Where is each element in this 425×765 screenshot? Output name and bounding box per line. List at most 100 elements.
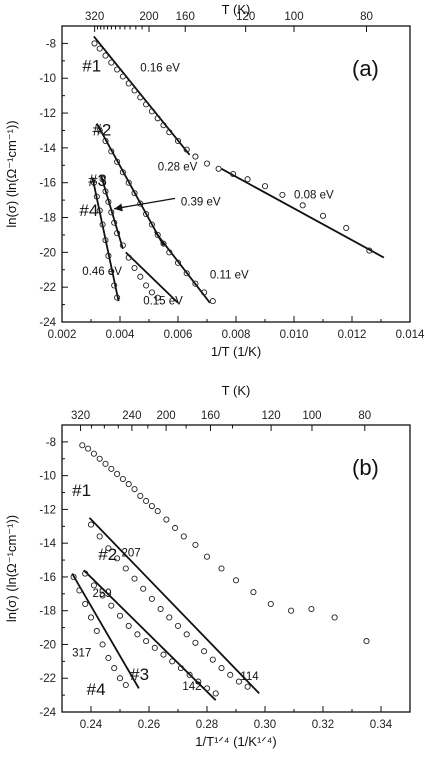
data-point: [111, 282, 118, 289]
data-point: [87, 521, 95, 528]
annotation-label: 0.28 eV: [158, 162, 198, 174]
data-point: [143, 638, 150, 645]
data-point: [154, 294, 161, 301]
data-point: [174, 137, 182, 144]
data-point: [235, 678, 242, 685]
data-point: [148, 595, 155, 602]
data-point: [90, 582, 97, 589]
data-point: [363, 638, 370, 645]
data-point: [250, 589, 257, 596]
data-point: [183, 270, 190, 277]
data-point: [116, 612, 124, 619]
top-tick-label: 100: [302, 410, 321, 422]
top-tick-label: 320: [85, 11, 104, 23]
data-point: [366, 247, 373, 254]
data-point: [99, 221, 106, 228]
data-point: [91, 40, 98, 47]
x-tick-label: 0.008: [222, 329, 251, 341]
y-tick-label: -14: [39, 143, 56, 155]
top-tick-label: 120: [236, 11, 255, 23]
data-point: [215, 165, 222, 172]
data-point: [163, 516, 170, 523]
data-point: [125, 622, 132, 629]
data-point: [108, 602, 115, 609]
data-point: [105, 198, 112, 205]
data-point: [82, 600, 89, 608]
data-point: [114, 230, 121, 237]
x-tick-label: 0.32: [312, 719, 334, 731]
x-axis-title: 1/T¹ᐟ⁴ (1/K¹ᐟ⁴): [195, 734, 276, 749]
series-3: [82, 570, 219, 697]
y-tick-label: -8: [46, 437, 56, 449]
y-tick-label: -24: [39, 317, 56, 329]
data-point: [105, 654, 112, 662]
data-point: [102, 137, 109, 144]
data-point: [154, 231, 161, 238]
data-point: [148, 289, 155, 296]
data-point: [93, 193, 100, 200]
data-point: [137, 273, 144, 280]
y-tick-label: -10: [39, 73, 56, 85]
data-point: [122, 565, 129, 572]
data-point: [180, 533, 187, 540]
y-axis-title: ln(σ) (ln(Ω⁻¹cm⁻¹)): [4, 120, 19, 227]
data-point: [70, 573, 77, 580]
data-point: [111, 219, 118, 226]
data-point: [105, 252, 112, 259]
fit-line: [154, 230, 211, 304]
data-point: [102, 237, 109, 244]
y-tick-label: -24: [39, 707, 56, 719]
series-label: #2: [98, 545, 117, 564]
series-label: #4: [87, 680, 106, 699]
y-tick-label: -14: [39, 538, 56, 550]
chart-panel-a: 0.002 0.004 0.006 0.008 0.010 0.012 0.014 -8 -10…: [4, 2, 425, 359]
data-point: [102, 460, 109, 467]
data-point: [195, 678, 202, 685]
data-point: [279, 191, 286, 198]
x-tick-label: 0.014: [396, 329, 425, 341]
data-point: [192, 639, 199, 646]
y-tick-label: -12: [39, 108, 56, 120]
data-point: [261, 183, 269, 190]
x-tick-label: 0.34: [370, 719, 393, 731]
data-point: [203, 553, 211, 560]
top-tick-label: 320: [71, 410, 90, 422]
data-point: [131, 575, 138, 582]
data-point: [85, 445, 92, 452]
panel-label: (a): [352, 56, 379, 81]
series-2: [96, 127, 216, 305]
series-label: #1: [72, 481, 91, 500]
data-point: [111, 665, 118, 672]
data-point: [119, 242, 126, 249]
series-label: #1: [82, 56, 101, 75]
data-point: [140, 585, 147, 592]
data-point: [93, 627, 100, 635]
fit-line: [96, 123, 165, 246]
y-tick-label: -20: [39, 247, 56, 259]
y-tick-label: -16: [39, 178, 56, 190]
data-point: [102, 188, 109, 195]
annotation-label: 0.08 eV: [294, 189, 334, 201]
y-tick-label: -16: [39, 572, 56, 584]
data-point: [125, 80, 132, 87]
data-point: [131, 190, 138, 197]
top-tick-label: 160: [176, 11, 195, 23]
data-point: [288, 607, 295, 614]
data-point: [87, 614, 95, 621]
fit-line: [100, 175, 124, 250]
data-point: [160, 240, 167, 247]
data-point: [244, 176, 251, 183]
data-point: [119, 475, 126, 483]
annotation-label: 0.11 eV: [210, 269, 249, 281]
annotation-label: 142: [182, 681, 201, 693]
data-point: [212, 690, 219, 697]
data-point: [166, 129, 173, 136]
data-point: [143, 497, 150, 505]
data-point: [154, 508, 161, 515]
data-point: [99, 641, 106, 648]
fit-line: [125, 251, 179, 304]
data-point: [96, 45, 103, 52]
y-tick-label: -22: [39, 282, 56, 294]
series-label: #3: [130, 665, 149, 684]
